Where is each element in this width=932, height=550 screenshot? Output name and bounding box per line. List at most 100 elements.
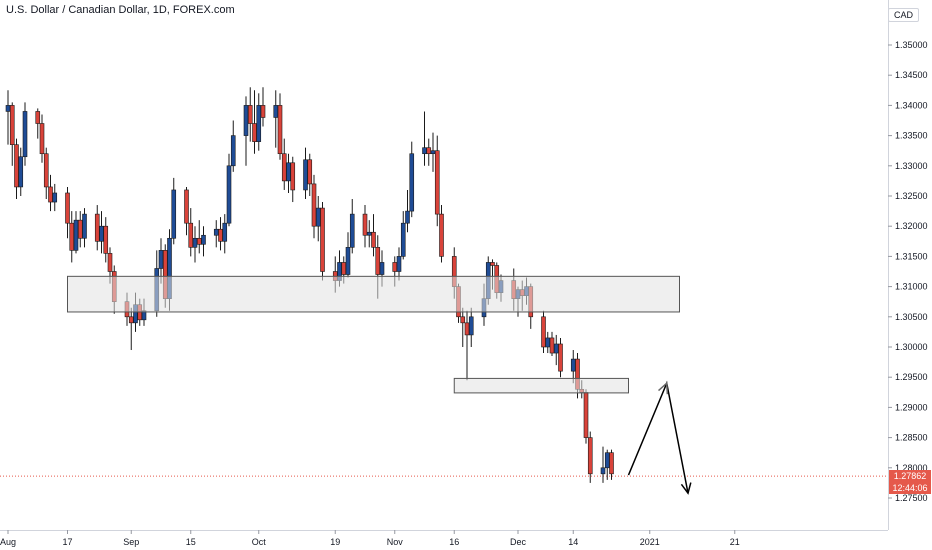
candle bbox=[277, 93, 283, 160]
price-tick-label: 1.33500 bbox=[895, 131, 928, 141]
candle bbox=[82, 208, 87, 248]
candle bbox=[290, 156, 296, 203]
candle bbox=[65, 186, 70, 239]
candle-body bbox=[82, 213, 87, 239]
candle bbox=[371, 214, 376, 257]
candle bbox=[400, 211, 406, 260]
candle bbox=[256, 93, 262, 151]
candle bbox=[362, 205, 368, 248]
candle bbox=[222, 214, 228, 254]
candle bbox=[213, 220, 219, 248]
candle bbox=[286, 153, 291, 193]
candle bbox=[35, 108, 41, 139]
candle-body bbox=[558, 343, 563, 372]
countdown-tag: 12:44:06 bbox=[889, 482, 931, 495]
candle bbox=[48, 174, 53, 212]
candle bbox=[349, 199, 355, 254]
candle bbox=[77, 211, 83, 248]
candle bbox=[18, 147, 24, 196]
candle-body bbox=[490, 262, 495, 266]
time-tick-label: Aug bbox=[0, 537, 16, 547]
candle-body bbox=[39, 123, 45, 155]
candle bbox=[218, 217, 223, 251]
candle-body bbox=[73, 219, 79, 251]
time-tick-label: 17 bbox=[62, 537, 72, 547]
candle bbox=[73, 211, 79, 254]
price-tick-label: 1.28500 bbox=[895, 433, 928, 443]
candle bbox=[99, 211, 104, 254]
candle-body bbox=[103, 225, 109, 254]
price-tick-label: 1.31000 bbox=[895, 282, 928, 292]
candle-body bbox=[256, 105, 262, 142]
price-tick-label: 1.31500 bbox=[895, 251, 928, 261]
candle-body bbox=[128, 316, 134, 324]
candle-body bbox=[468, 316, 474, 336]
candle-body bbox=[99, 225, 104, 242]
candle-body bbox=[600, 467, 606, 475]
candle-body bbox=[9, 105, 15, 145]
price-tick-label: 1.28000 bbox=[895, 463, 928, 473]
candle-body bbox=[222, 222, 228, 242]
time-tick-label: 14 bbox=[568, 537, 578, 547]
candle bbox=[604, 449, 610, 480]
candle-body bbox=[311, 183, 317, 227]
candle-body bbox=[392, 262, 398, 272]
candle-body bbox=[409, 153, 415, 212]
candle bbox=[196, 220, 202, 254]
candle-body bbox=[315, 207, 321, 227]
price-tick-label: 1.33000 bbox=[895, 161, 928, 171]
candle-body bbox=[434, 150, 440, 215]
price-tick-label: 1.32000 bbox=[895, 221, 928, 231]
projection-path bbox=[627, 380, 689, 494]
candle bbox=[468, 307, 474, 347]
candle-body bbox=[52, 192, 58, 203]
candle bbox=[422, 111, 427, 166]
candle-body bbox=[48, 186, 53, 203]
candle-body bbox=[201, 234, 206, 245]
time-tick-label: Dec bbox=[510, 537, 527, 547]
candle bbox=[171, 177, 177, 245]
candle bbox=[14, 138, 19, 200]
candle bbox=[252, 90, 257, 154]
candle-body bbox=[273, 105, 279, 118]
candle bbox=[315, 196, 321, 242]
candle-body bbox=[460, 316, 466, 324]
candle-body bbox=[366, 231, 372, 236]
candle-body bbox=[426, 147, 432, 155]
time-tick-label: Sep bbox=[123, 537, 139, 547]
candle-body bbox=[107, 253, 113, 272]
price-tick-label: 1.29500 bbox=[895, 372, 928, 382]
candle bbox=[464, 310, 470, 381]
candle bbox=[303, 147, 308, 200]
candle-body bbox=[430, 150, 436, 155]
candle bbox=[426, 138, 432, 166]
candle bbox=[405, 189, 410, 233]
candle-body bbox=[213, 228, 219, 236]
candle bbox=[188, 208, 194, 257]
candle bbox=[192, 226, 198, 263]
candle-body bbox=[405, 210, 410, 224]
candle-body bbox=[286, 162, 291, 182]
price-tick-label: 1.30500 bbox=[895, 312, 928, 322]
candle-body bbox=[43, 153, 49, 188]
candle bbox=[273, 90, 279, 148]
candle-body bbox=[196, 237, 202, 245]
candle-body bbox=[371, 231, 376, 248]
time-tick-label: 15 bbox=[186, 537, 196, 547]
candle-body bbox=[604, 452, 610, 469]
candle bbox=[5, 90, 11, 145]
candle bbox=[396, 247, 402, 281]
candle bbox=[9, 102, 15, 166]
candle-body bbox=[188, 222, 194, 248]
candle-body bbox=[583, 391, 589, 438]
projection-target-arrowhead bbox=[680, 482, 692, 495]
candle-body bbox=[553, 343, 559, 354]
price-tick-label: 1.35000 bbox=[895, 40, 928, 50]
currency-label[interactable]: CAD bbox=[888, 8, 920, 22]
time-tick-label: Nov bbox=[387, 537, 404, 547]
candle bbox=[366, 220, 372, 248]
candle bbox=[260, 87, 266, 127]
candle-body bbox=[230, 135, 236, 167]
candle bbox=[184, 186, 189, 236]
